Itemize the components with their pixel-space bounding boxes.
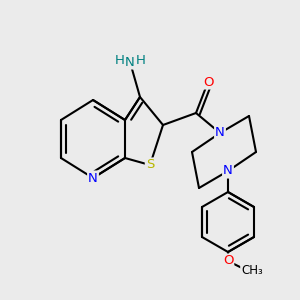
- Text: O: O: [203, 76, 213, 88]
- Text: N: N: [223, 164, 233, 178]
- Text: N: N: [125, 56, 135, 68]
- Text: CH₃: CH₃: [241, 265, 263, 278]
- Text: N: N: [88, 172, 98, 184]
- Text: S: S: [146, 158, 154, 172]
- Text: N: N: [215, 127, 225, 140]
- Text: H: H: [115, 55, 125, 68]
- Text: H: H: [136, 55, 146, 68]
- Text: O: O: [223, 254, 233, 268]
